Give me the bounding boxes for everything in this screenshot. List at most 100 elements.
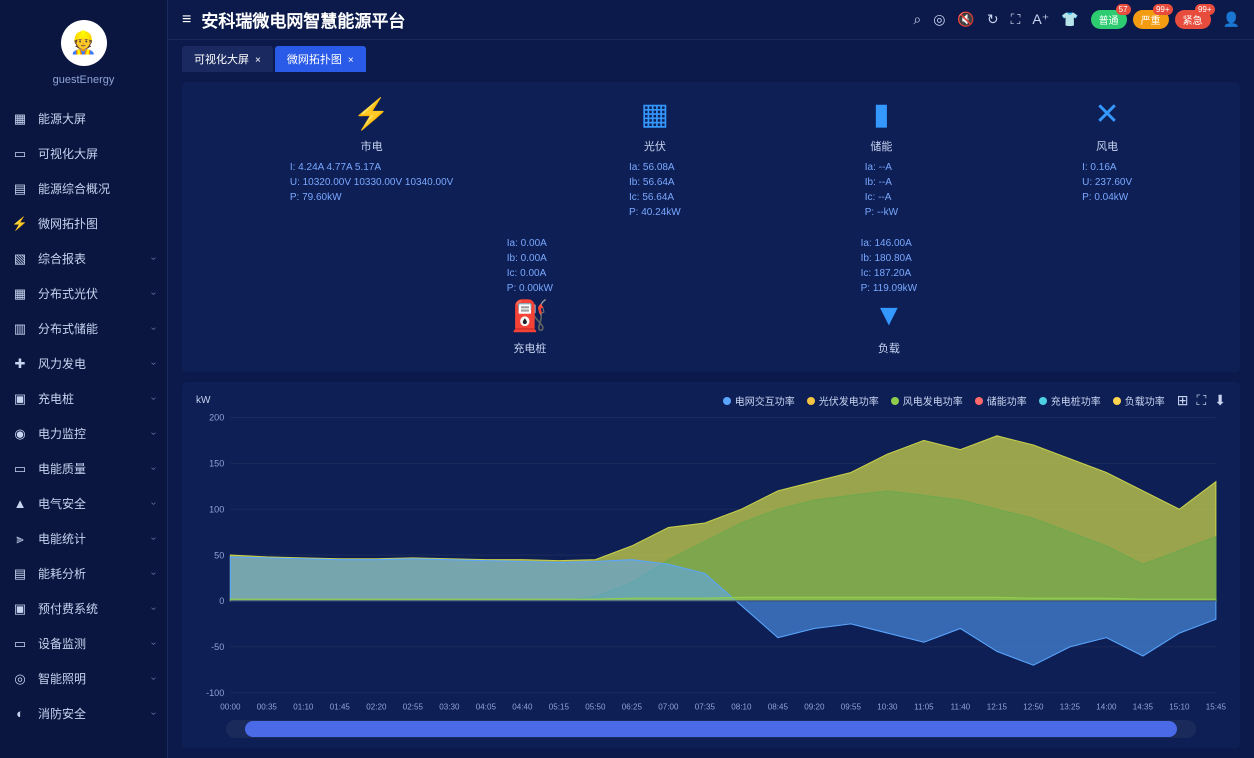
svg-text:14:00: 14:00 <box>1096 702 1117 711</box>
nav-item-7[interactable]: ✚ 风力发电 › <box>0 346 167 381</box>
legend-item[interactable]: 电网交互功率 <box>723 393 795 408</box>
nav-item-4[interactable]: ▧ 综合报表 › <box>0 241 167 276</box>
nav-item-14[interactable]: ▣ 预付费系统 › <box>0 591 167 626</box>
nav-item-15[interactable]: ▭ 设备监测 › <box>0 626 167 661</box>
nav-item-12[interactable]: ⫸ 电能统计 › <box>0 521 167 556</box>
topology-stats: Ia: 146.00AIb: 180.80AIc: 187.20AP: 119.… <box>861 236 918 296</box>
chevron-down-icon: › <box>148 607 159 610</box>
legend-dot <box>1039 397 1047 405</box>
nav-item-10[interactable]: ▭ 电能质量 › <box>0 451 167 486</box>
nav-label: 微网拓扑图 <box>38 215 155 232</box>
tab-label: 可视化大屏 <box>194 54 249 66</box>
legend-label: 充电桩功率 <box>1051 393 1101 408</box>
svg-text:150: 150 <box>209 458 224 468</box>
nav-label: 能源大屏 <box>38 110 155 127</box>
close-icon[interactable]: × <box>255 55 261 66</box>
tab[interactable]: 微网拓扑图× <box>275 46 366 72</box>
svg-text:15:10: 15:10 <box>1169 702 1190 711</box>
topology-icon: ⚡ <box>347 94 397 134</box>
nav-list: ▦ 能源大屏 ▭ 可视化大屏 ▤ 能源综合概况 ⚡ 微网拓扑图 ▧ 综合报表 ›… <box>0 101 167 758</box>
nav-label: 分布式光伏 <box>38 285 152 302</box>
chevron-down-icon: › <box>148 327 159 330</box>
svg-text:50: 50 <box>214 550 224 560</box>
language-icon[interactable]: A⁺ <box>1032 11 1049 28</box>
svg-text:13:25: 13:25 <box>1060 702 1081 711</box>
target-icon[interactable]: ◎ <box>933 11 945 28</box>
nav-item-17[interactable]: ◐ 消防安全 › <box>0 696 167 731</box>
alert-badge[interactable]: 普通57 <box>1091 10 1127 29</box>
page-title: 安科瑞微电网智慧能源平台 <box>201 7 405 32</box>
svg-text:07:35: 07:35 <box>695 702 716 711</box>
main: ≡ 安科瑞微电网智慧能源平台 ⌕ ◎ 🔇 ↻ ⛶ A⁺ 👕 普通57 严重99+ 紧… <box>168 0 1254 758</box>
nav-icon: ▤ <box>12 566 28 582</box>
legend-item[interactable]: 风电发电功率 <box>891 393 963 408</box>
svg-text:05:15: 05:15 <box>549 702 570 711</box>
nav-item-9[interactable]: ◉ 电力监控 › <box>0 416 167 451</box>
svg-text:11:05: 11:05 <box>914 702 934 711</box>
content: ⚡ 市电 I: 4.24A 4.77A 5.17AU: 10320.00V 10… <box>168 72 1254 758</box>
nav-item-3[interactable]: ⚡ 微网拓扑图 <box>0 206 167 241</box>
scrubber-handle[interactable] <box>245 721 1176 737</box>
topology-icon: ✕ <box>1082 94 1132 134</box>
legend-item[interactable]: 光伏发电功率 <box>807 393 879 408</box>
avatar[interactable]: 👷 <box>61 20 107 66</box>
nav-item-2[interactable]: ▤ 能源综合概况 <box>0 171 167 206</box>
nav-item-0[interactable]: ▦ 能源大屏 <box>0 101 167 136</box>
timeline-scrubber[interactable] <box>226 720 1196 738</box>
topology-node: Ia: 0.00AIb: 0.00AIc: 0.00AP: 0.00kW⛽ 充电… <box>505 230 555 356</box>
username: guestEnergy <box>53 74 115 86</box>
chart-download-icon[interactable]: ⬇ <box>1214 392 1226 409</box>
nav-item-5[interactable]: ▦ 分布式光伏 › <box>0 276 167 311</box>
search-icon[interactable]: ⌕ <box>913 11 921 28</box>
fullscreen-icon[interactable]: ⛶ <box>1011 11 1021 28</box>
legend-label: 负载功率 <box>1125 393 1165 408</box>
nav-label: 电力监控 <box>38 425 152 442</box>
topology-stats: I: 4.24A 4.77A 5.17AU: 10320.00V 10330.0… <box>290 160 453 205</box>
chevron-down-icon: › <box>148 397 159 400</box>
chart-header: kW 电网交互功率光伏发电功率风电发电功率储能功率充电桩功率负载功率 ⊞ ⛶ ⬇ <box>196 392 1226 409</box>
legend-item[interactable]: 充电桩功率 <box>1039 393 1101 408</box>
nav-label: 设备监测 <box>38 635 152 652</box>
nav-icon: ✚ <box>12 356 28 372</box>
nav-label: 风力发电 <box>38 355 152 372</box>
chart-expand-icon[interactable]: ⛶ <box>1196 392 1206 409</box>
svg-text:09:55: 09:55 <box>841 702 862 711</box>
topology-node: ▦ 光伏 Ia: 56.08AIb: 56.64AIc: 56.64AP: 40… <box>629 94 681 220</box>
chart-area: -100-5005010015020000:0000:3501:1001:450… <box>196 409 1226 716</box>
nav-item-13[interactable]: ▤ 能耗分析 › <box>0 556 167 591</box>
nav-item-6[interactable]: ▥ 分布式储能 › <box>0 311 167 346</box>
svg-text:02:20: 02:20 <box>366 702 387 711</box>
svg-text:12:15: 12:15 <box>987 702 1008 711</box>
alert-badge[interactable]: 紧急99+ <box>1175 10 1211 29</box>
theme-icon[interactable]: 👕 <box>1061 11 1078 28</box>
legend-item[interactable]: 储能功率 <box>975 393 1027 408</box>
nav-icon: ◉ <box>12 426 28 442</box>
nav-item-16[interactable]: ◎ 智能照明 › <box>0 661 167 696</box>
tab[interactable]: 可视化大屏 × <box>182 46 273 72</box>
close-icon[interactable]: × <box>348 55 354 66</box>
topology-label: 光伏 <box>644 138 666 154</box>
alert-badge[interactable]: 严重99+ <box>1133 10 1169 29</box>
topology-node: ✕ 风电 I: 0.16AU: 237.60VP: 0.04kW <box>1082 94 1132 220</box>
hamburger-icon[interactable]: ≡ <box>182 11 191 29</box>
legend-label: 风电发电功率 <box>903 393 963 408</box>
nav-item-8[interactable]: ▣ 充电桩 › <box>0 381 167 416</box>
chart-data-icon[interactable]: ⊞ <box>1177 392 1189 409</box>
legend-item[interactable]: 负载功率 <box>1113 393 1165 408</box>
nav-item-11[interactable]: ▲ 电气安全 › <box>0 486 167 521</box>
nav-label: 充电桩 <box>38 390 152 407</box>
user-icon[interactable]: 👤 <box>1223 11 1240 28</box>
chevron-down-icon: › <box>148 432 159 435</box>
refresh-icon[interactable]: ↻ <box>987 11 999 28</box>
topology-icon: ⛽ <box>505 296 555 336</box>
chart-svg: -100-5005010015020000:0000:3501:1001:450… <box>196 409 1226 716</box>
svg-text:00:00: 00:00 <box>220 702 241 711</box>
badge-count: 57 <box>1116 4 1131 15</box>
header: ≡ 安科瑞微电网智慧能源平台 ⌕ ◎ 🔇 ↻ ⛶ A⁺ 👕 普通57 严重99+ 紧… <box>168 0 1254 40</box>
chart-panel: kW 电网交互功率光伏发电功率风电发电功率储能功率充电桩功率负载功率 ⊞ ⛶ ⬇… <box>182 382 1240 748</box>
topology-stats: I: 0.16AU: 237.60VP: 0.04kW <box>1082 160 1132 205</box>
mute-icon[interactable]: 🔇 <box>957 11 974 28</box>
legend-dot <box>723 397 731 405</box>
nav-icon: ▥ <box>12 321 28 337</box>
nav-item-1[interactable]: ▭ 可视化大屏 <box>0 136 167 171</box>
